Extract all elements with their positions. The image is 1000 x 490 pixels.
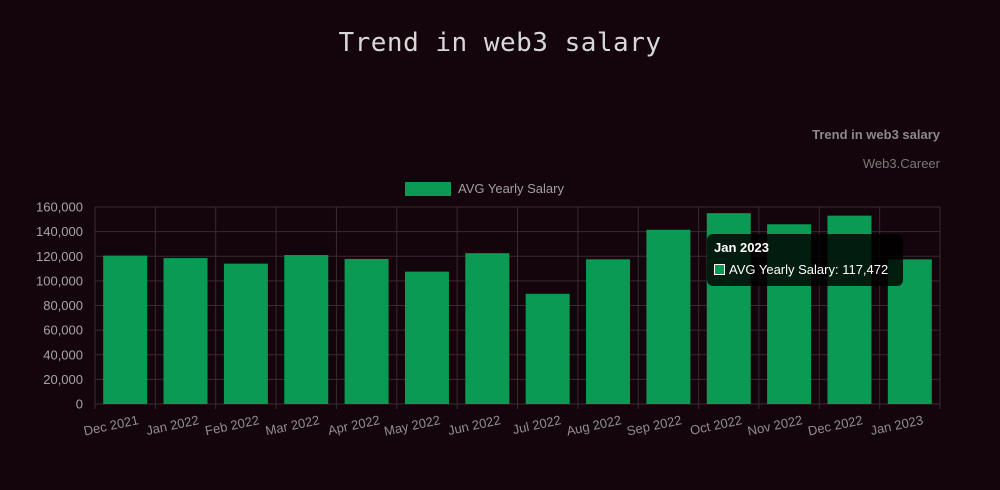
bars [103, 213, 932, 404]
tooltip-swatch [714, 264, 725, 275]
tooltip-title: Jan 2023 [714, 240, 769, 255]
y-tick-label: 100,000 [36, 273, 83, 288]
bar[interactable] [586, 259, 631, 404]
page-title: Trend in web3 salary [338, 28, 662, 58]
x-tick-label: Apr 2022 [326, 412, 381, 438]
x-tick-label: Sep 2022 [625, 412, 683, 438]
tooltip-label: AVG Yearly Salary: 117,472 [729, 262, 889, 277]
chart-title: Trend in web3 salary [812, 127, 940, 142]
x-tick-label: Feb 2022 [204, 412, 261, 438]
bar[interactable] [344, 258, 389, 404]
y-tick-label: 20,000 [43, 372, 83, 387]
x-tick-label: Jun 2022 [446, 412, 501, 438]
y-tick-label: 0 [76, 397, 83, 412]
bar[interactable] [284, 255, 329, 404]
x-axis-ticks: Dec 2021 Jan 2022 Feb 2022 Mar 2022 Apr 2022… [82, 412, 924, 439]
legend-swatch [405, 181, 451, 196]
x-tick-label: Mar 2022 [264, 412, 321, 438]
bar[interactable] [465, 253, 510, 404]
bar[interactable] [163, 258, 208, 404]
tooltip-row: AVG Yearly Salary: 117,472 [714, 262, 896, 277]
x-tick-label: Dec 2022 [807, 412, 865, 438]
x-tick-label: Jan 2022 [145, 412, 200, 438]
x-tick-label: Aug 2022 [565, 412, 623, 438]
legend-label: AVG Yearly Salary [458, 181, 564, 196]
bar[interactable] [223, 263, 268, 404]
x-tick-label: Jan 2023 [869, 412, 924, 438]
legend[interactable]: AVG Yearly Salary [405, 181, 564, 196]
y-tick-label: 120,000 [36, 249, 83, 264]
x-tick-label: Jul 2022 [511, 412, 562, 437]
bar[interactable] [525, 293, 570, 404]
x-tick-label: May 2022 [383, 412, 442, 439]
bar[interactable] [646, 229, 691, 404]
y-tick-label: 160,000 [36, 200, 83, 215]
x-tick-label: Dec 2021 [82, 412, 140, 438]
y-tick-label: 80,000 [43, 298, 83, 313]
x-tick-label: Nov 2022 [746, 412, 804, 438]
x-tick-label: Oct 2022 [689, 412, 744, 438]
y-axis-ticks: 0 20,000 40,000 60,000 80,000 100,000 120,000 1… [36, 200, 83, 412]
bar[interactable] [404, 271, 449, 404]
y-tick-label: 140,000 [36, 224, 83, 239]
y-tick-label: 60,000 [43, 323, 83, 338]
tooltip: Jan 2023 AVG Yearly Salary: 117,472 [707, 234, 903, 286]
chart-subtitle: Web3.Career [862, 156, 940, 171]
bar[interactable] [103, 255, 148, 404]
y-tick-label: 40,000 [43, 347, 83, 362]
